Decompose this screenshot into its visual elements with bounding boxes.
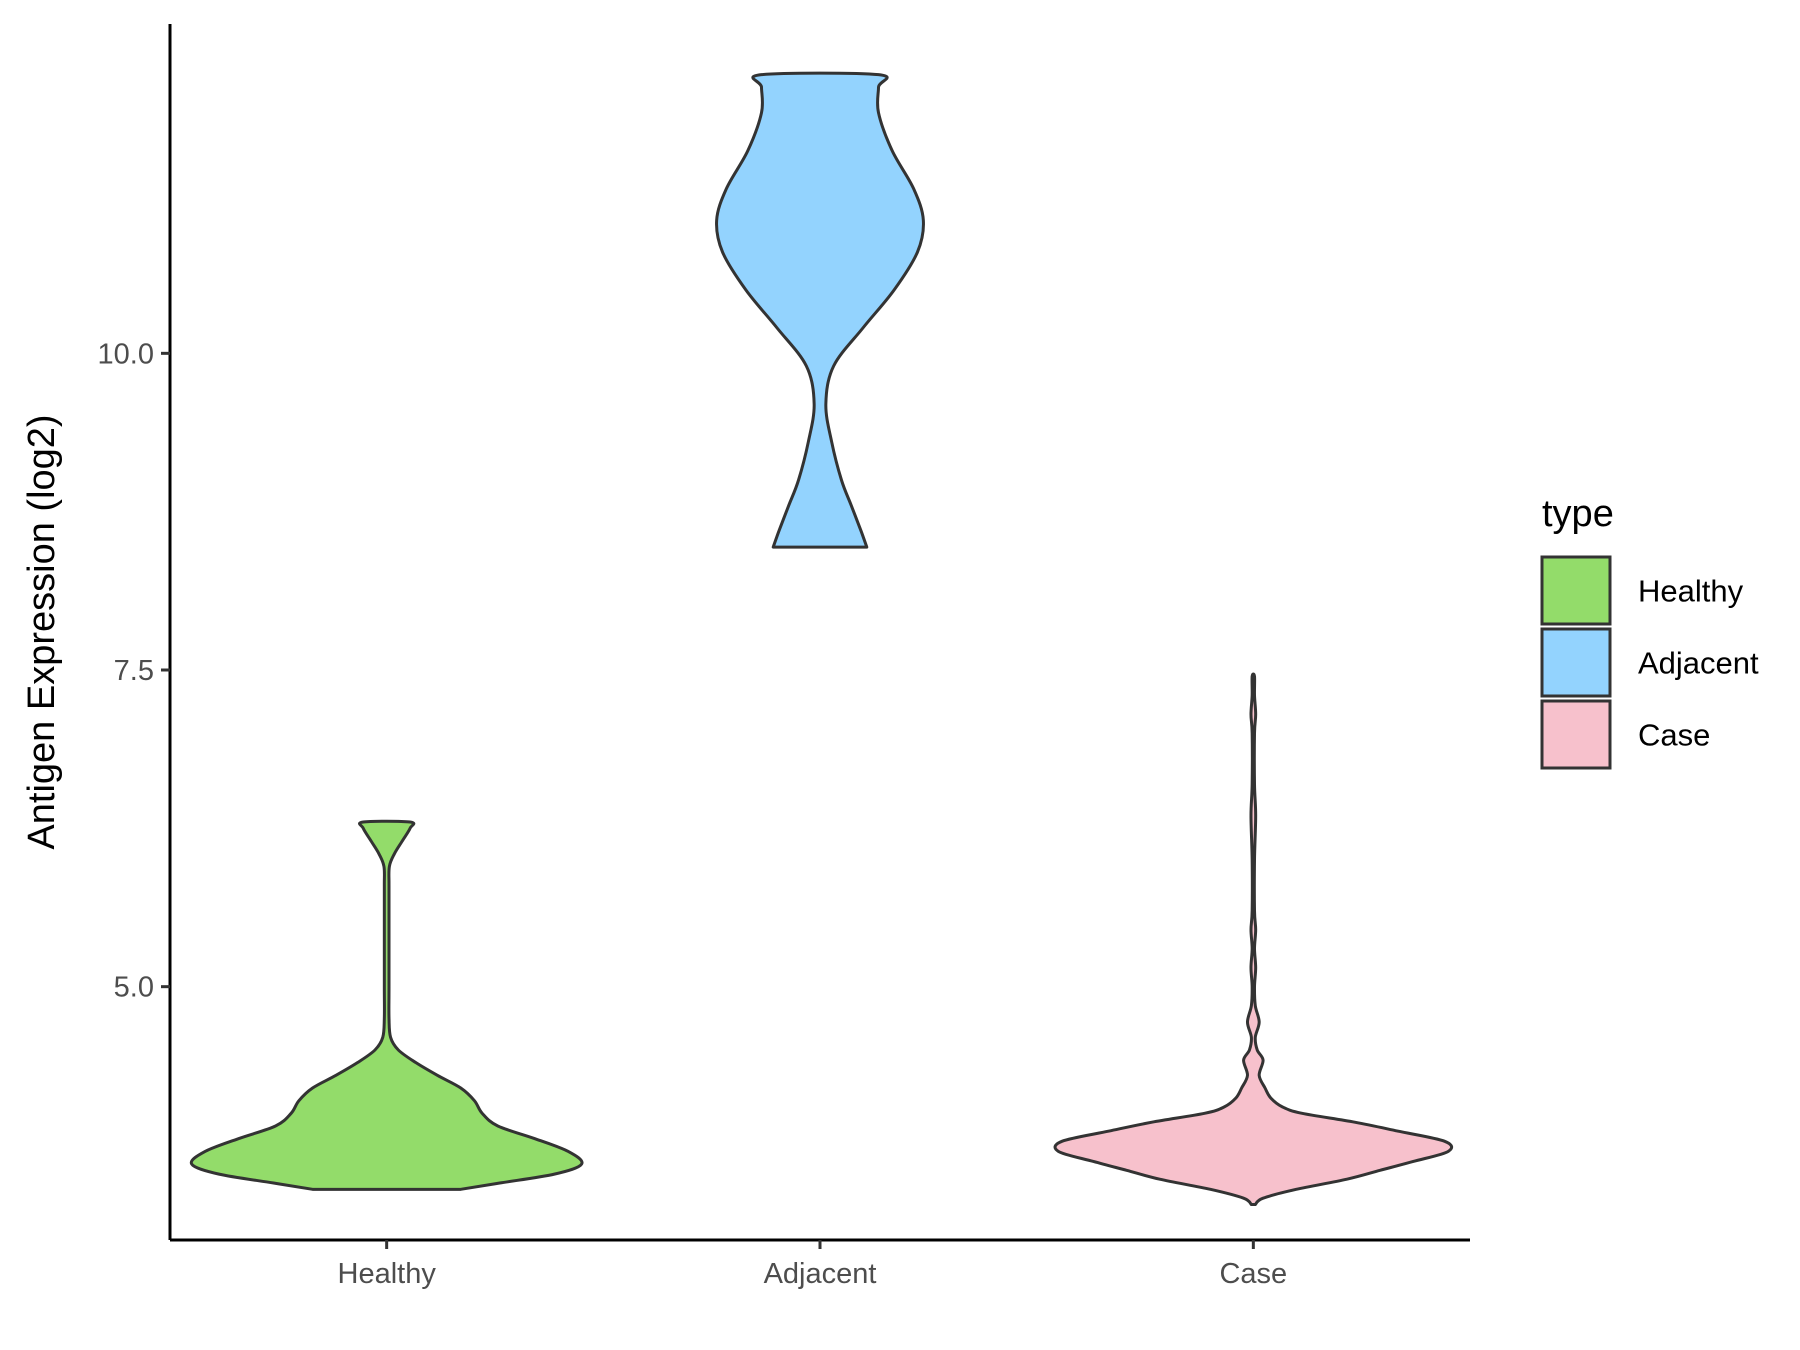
x-tick-label: Healthy [338,1258,437,1290]
legend-key-adjacent [1540,627,1612,698]
y-tick-label: 5.0 [114,972,154,1004]
violins-layer [189,71,1454,1207]
x-tick-label: Case [1219,1258,1287,1290]
y-tick-label: 10.0 [98,338,154,370]
legend-label-healthy: Healthy [1638,574,1744,609]
violin-healthy [189,819,584,1191]
y-axis-title: Antigen Expression (log2) [21,414,63,849]
legend-label-adjacent: Adjacent [1638,646,1759,681]
x-tick-label: Adjacent [764,1258,877,1290]
x-ticks: Healthy Adjacent Case [338,1240,1287,1290]
y-tick-label: 7.5 [114,655,154,687]
violin-adjacent [715,71,925,549]
legend-key-case [1540,699,1612,770]
legend-key-healthy [1540,555,1612,626]
legend: type Healthy Adjacent Case [1540,493,1759,770]
legend-items: Healthy Adjacent Case [1540,555,1759,770]
y-ticks: 5.0 7.5 10.0 [98,338,170,1004]
legend-title: type [1542,493,1614,535]
violin-case [1053,672,1454,1207]
legend-label-case: Case [1638,718,1710,753]
